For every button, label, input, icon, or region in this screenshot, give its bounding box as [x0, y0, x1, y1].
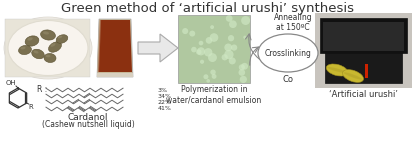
Ellipse shape	[44, 54, 56, 63]
Circle shape	[231, 45, 237, 51]
Text: 41%: 41%	[158, 106, 172, 112]
Circle shape	[221, 54, 228, 60]
Circle shape	[203, 74, 208, 79]
Text: 22%: 22%	[158, 99, 172, 104]
Text: 34%: 34%	[158, 93, 172, 99]
Ellipse shape	[32, 49, 44, 59]
Ellipse shape	[33, 50, 38, 54]
Text: Annealing
at 150ºC: Annealing at 150ºC	[274, 13, 312, 32]
Circle shape	[210, 69, 216, 75]
FancyBboxPatch shape	[97, 73, 133, 77]
FancyBboxPatch shape	[323, 22, 404, 51]
Text: Polymerization in
water/cardanol emulsion: Polymerization in water/cardanol emulsio…	[166, 85, 261, 104]
Circle shape	[243, 36, 247, 39]
FancyBboxPatch shape	[365, 64, 368, 78]
Text: Co: Co	[282, 75, 294, 84]
Ellipse shape	[327, 67, 347, 73]
Polygon shape	[97, 19, 133, 77]
Circle shape	[241, 16, 250, 25]
Circle shape	[239, 64, 245, 70]
Ellipse shape	[18, 45, 31, 55]
Circle shape	[206, 37, 212, 44]
Text: ‘Artificial urushi’: ‘Artificial urushi’	[329, 90, 397, 99]
Ellipse shape	[40, 30, 55, 40]
Ellipse shape	[50, 43, 55, 47]
FancyBboxPatch shape	[325, 38, 402, 83]
Circle shape	[229, 57, 236, 64]
Text: Green method of ‘artificial urushi’ synthesis: Green method of ‘artificial urushi’ synt…	[61, 2, 354, 15]
Circle shape	[197, 47, 205, 56]
FancyBboxPatch shape	[5, 19, 90, 77]
Ellipse shape	[56, 35, 68, 43]
Ellipse shape	[45, 55, 50, 57]
Circle shape	[196, 49, 201, 55]
Circle shape	[228, 35, 234, 41]
Circle shape	[239, 69, 245, 76]
Ellipse shape	[20, 47, 25, 49]
Circle shape	[198, 41, 203, 45]
Text: Crosslinking: Crosslinking	[264, 49, 311, 58]
Ellipse shape	[326, 64, 348, 76]
Text: Cardanol: Cardanol	[68, 113, 108, 122]
Circle shape	[204, 48, 212, 56]
Ellipse shape	[25, 36, 39, 46]
Text: R :: R :	[37, 86, 47, 95]
Circle shape	[212, 74, 216, 79]
Polygon shape	[98, 20, 132, 72]
Ellipse shape	[344, 72, 362, 80]
Circle shape	[224, 43, 232, 51]
Ellipse shape	[4, 17, 92, 79]
Ellipse shape	[58, 36, 62, 38]
Ellipse shape	[43, 31, 49, 35]
Circle shape	[229, 20, 237, 28]
Circle shape	[210, 25, 214, 29]
Text: 3%: 3%	[158, 88, 168, 93]
Ellipse shape	[48, 42, 61, 52]
Circle shape	[224, 50, 234, 59]
Ellipse shape	[342, 70, 364, 82]
FancyBboxPatch shape	[315, 13, 412, 88]
Circle shape	[191, 47, 197, 52]
FancyBboxPatch shape	[320, 18, 407, 53]
Ellipse shape	[27, 37, 33, 41]
Circle shape	[189, 31, 195, 37]
Circle shape	[200, 60, 204, 64]
Circle shape	[182, 28, 188, 34]
Ellipse shape	[8, 21, 88, 75]
Circle shape	[210, 33, 219, 42]
Circle shape	[226, 15, 233, 22]
Circle shape	[208, 53, 217, 62]
FancyBboxPatch shape	[178, 15, 250, 83]
Ellipse shape	[258, 34, 318, 72]
Circle shape	[240, 76, 247, 83]
Circle shape	[241, 63, 248, 70]
Text: R: R	[29, 104, 33, 110]
Text: (Cashew nutshell liquid): (Cashew nutshell liquid)	[42, 120, 134, 129]
Text: OH: OH	[5, 80, 16, 86]
Circle shape	[206, 79, 210, 83]
Polygon shape	[138, 34, 178, 62]
